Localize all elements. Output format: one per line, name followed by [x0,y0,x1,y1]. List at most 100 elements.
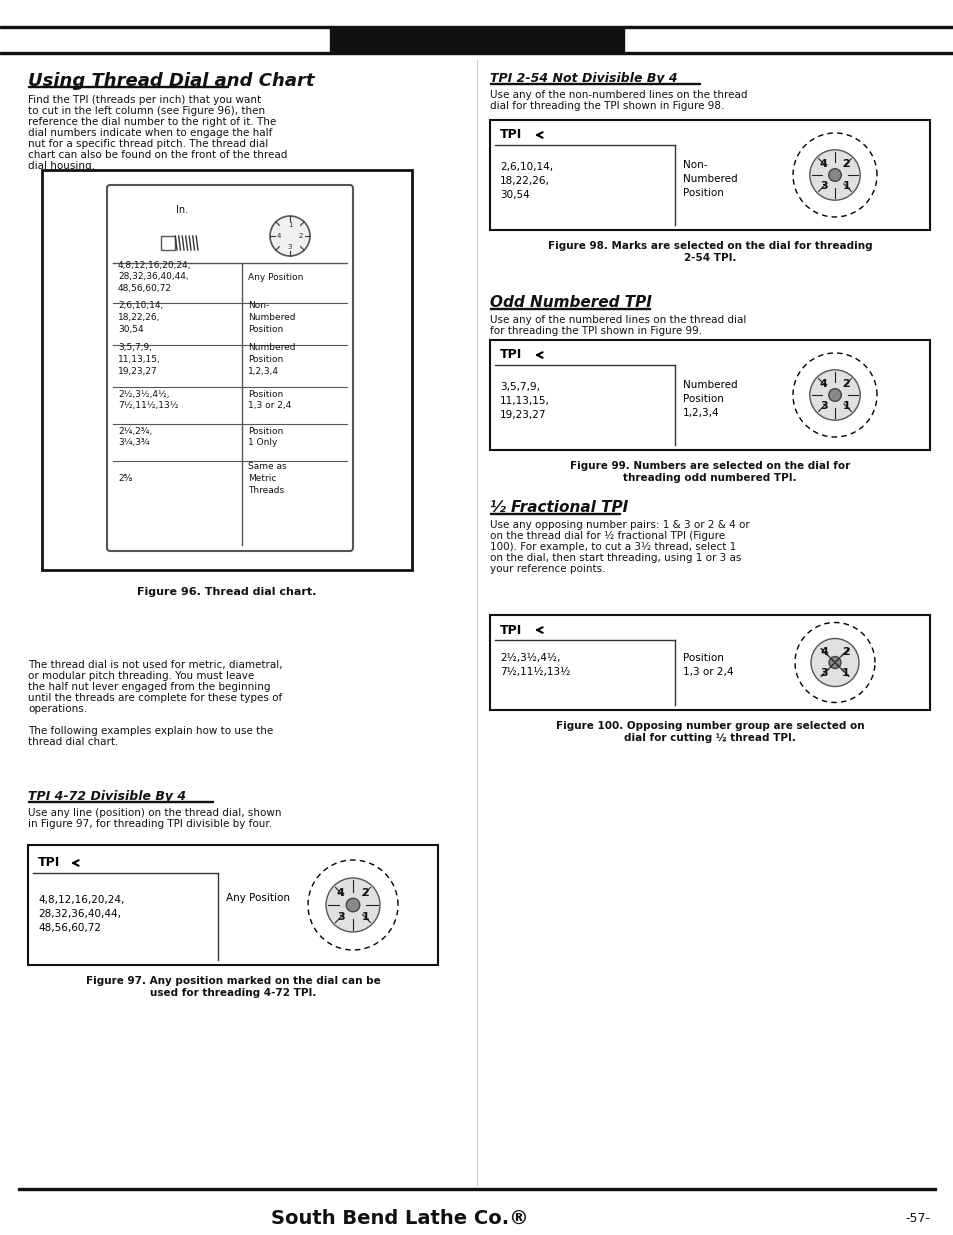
Text: Non-
Numbered
Position: Non- Numbered Position [248,301,295,333]
Bar [18,1188,935,1191]
Text: 4,8,12,16,20,24,
28,32,36,40,44,
48,56,60,72: 4,8,12,16,20,24, 28,32,36,40,44, 48,56,6… [38,895,124,932]
Circle shape [828,657,841,668]
Text: Figure 97. Any position marked on the dial can be
used for threading 4-72 TPI.: Figure 97. Any position marked on the di… [86,976,380,998]
Text: 4: 4 [336,888,344,898]
Bar [490,615,929,710]
Text: 2½,3½,4½,
7½,11½,13½: 2½,3½,4½, 7½,11½,13½ [499,653,570,677]
Text: 1: 1 [841,182,849,191]
Bar [490,340,929,450]
Text: 3: 3 [819,401,826,411]
Bar [490,308,649,309]
Text: 3: 3 [820,668,827,678]
Text: 2,6,10,14,
18,22,26,
30,54: 2,6,10,14, 18,22,26, 30,54 [118,301,163,333]
Text: Non-
Numbered
Position: Non- Numbered Position [682,161,737,198]
Text: Using Thread Dial and Chart: Using Thread Dial and Chart [28,72,314,90]
Text: The following examples explain how to use the: The following examples explain how to us… [28,726,273,736]
Text: Figure 99. Numbers are selected on the dial for
threading odd numbered TPI.: Figure 99. Numbers are selected on the d… [569,461,849,483]
Bar [28,85,228,86]
Text: 4: 4 [820,647,827,657]
FancyBboxPatch shape [107,185,353,551]
Text: ½ Fractional TPI: ½ Fractional TPI [490,500,628,515]
Text: South Bend Lathe Co.®: South Bend Lathe Co.® [271,1209,528,1228]
Text: 2: 2 [298,233,303,240]
Circle shape [809,369,860,420]
Circle shape [270,216,310,256]
Text: Odd Numbered TPI: Odd Numbered TPI [490,295,651,310]
Text: TPI: TPI [38,857,60,869]
Text: 1: 1 [841,668,849,678]
Text: 3: 3 [819,182,826,191]
Text: on the dial, then start threading, using 1 or 3 as: on the dial, then start threading, using… [490,553,740,563]
Text: 3: 3 [288,245,292,249]
Text: TPI: TPI [499,128,521,142]
Text: -57-: -57- [904,1212,929,1224]
Bar [330,28,623,52]
Bar [490,120,929,230]
Text: Same as
Metric
Threads: Same as Metric Threads [248,462,286,495]
Circle shape [346,898,359,911]
Text: on the thread dial for ½ fractional TPI (Figure: on the thread dial for ½ fractional TPI … [490,531,724,541]
Text: 1: 1 [841,401,849,411]
Text: 4,8,12,16,20,24,
28,32,36,40,44,
48,56,60,72: 4,8,12,16,20,24, 28,32,36,40,44, 48,56,6… [118,261,192,293]
Bar [0,28,953,52]
Text: 3: 3 [336,913,344,923]
Text: Figure 100. Opposing number group are selected on
dial for cutting ½ thread TPI.: Figure 100. Opposing number group are se… [555,721,863,742]
Text: Any Position: Any Position [226,893,290,903]
Text: 2,6,10,14,
18,22,26,
30,54: 2,6,10,14, 18,22,26, 30,54 [499,162,553,200]
Text: chart can also be found on the front of the thread: chart can also be found on the front of … [28,149,287,161]
Text: 2: 2 [841,159,849,169]
Text: 2: 2 [841,647,849,657]
Bar [0,26,953,28]
Text: Use any of the numbered lines on the thread dial: Use any of the numbered lines on the thr… [490,315,745,325]
Text: thread dial chart.: thread dial chart. [28,737,118,747]
Text: 2⅝: 2⅝ [118,474,132,483]
Bar [161,236,175,249]
Text: dial housing.: dial housing. [28,161,95,170]
Circle shape [810,638,858,687]
Text: 2: 2 [361,888,369,898]
Text: Position
1 Only: Position 1 Only [248,426,283,447]
Text: TPI: TPI [499,624,521,636]
Text: TPI 2-54 Not Divisible By 4: TPI 2-54 Not Divisible By 4 [490,72,677,85]
Text: 3,5,7,9,
11,13,15,
19,23,27: 3,5,7,9, 11,13,15, 19,23,27 [499,382,549,420]
Circle shape [326,878,379,932]
Text: nut for a specific thread pitch. The thread dial: nut for a specific thread pitch. The thr… [28,140,268,149]
Text: operations.: operations. [28,704,87,714]
Text: Numbered
Position
1,2,3,4: Numbered Position 1,2,3,4 [248,343,295,375]
Text: Use any opposing number pairs: 1 & 3 or 2 & 4 or: Use any opposing number pairs: 1 & 3 or … [490,520,749,530]
Text: 1: 1 [288,222,292,228]
Text: For Machines Mfg. Since 7/09: For Machines Mfg. Since 7/09 [18,35,182,44]
Text: the half nut lever engaged from the beginning: the half nut lever engaged from the begi… [28,682,271,692]
Text: 1: 1 [361,913,369,923]
Circle shape [828,389,841,401]
Text: O P E R A T I O N: O P E R A T I O N [418,32,535,46]
Bar [490,513,619,514]
Text: Use any line (position) on the thread dial, shown: Use any line (position) on the thread di… [28,808,281,818]
Text: 2½,3½,4½,
7½,11½,13½: 2½,3½,4½, 7½,11½,13½ [118,389,178,410]
Text: reference the dial number to the right of it. The: reference the dial number to the right o… [28,117,276,127]
Bar [28,800,213,802]
Text: or modular pitch threading. You must leave: or modular pitch threading. You must lea… [28,671,254,680]
Text: in Figure 97, for threading TPI divisible by four.: in Figure 97, for threading TPI divisibl… [28,819,272,829]
Text: Position
1,3 or 2,4: Position 1,3 or 2,4 [682,653,733,677]
Text: 4: 4 [276,233,281,240]
Circle shape [828,169,841,182]
Text: TPI: TPI [499,348,521,362]
Text: 100). For example, to cut a 3½ thread, select 1: 100). For example, to cut a 3½ thread, s… [490,542,736,552]
Text: Numbered
Position
1,2,3,4: Numbered Position 1,2,3,4 [682,380,737,417]
Text: for threading the TPI shown in Figure 99.: for threading the TPI shown in Figure 99… [490,326,701,336]
Text: Figure 96. Thread dial chart.: Figure 96. Thread dial chart. [137,587,316,597]
Bar [28,845,437,965]
Text: The thread dial is not used for metric, diametral,: The thread dial is not used for metric, … [28,659,282,671]
Text: Use any of the non-numbered lines on the thread: Use any of the non-numbered lines on the… [490,90,747,100]
Circle shape [809,149,860,200]
Text: 2: 2 [841,379,849,389]
Text: Model SB1016/SB1036: Model SB1016/SB1036 [809,35,935,44]
Text: In.: In. [175,205,188,215]
Bar [0,52,953,54]
Text: your reference points.: your reference points. [490,564,605,574]
Bar [490,83,700,84]
Text: 4: 4 [819,379,827,389]
Bar [42,170,412,571]
Text: Figure 98. Marks are selected on the dial for threading
2-54 TPI.: Figure 98. Marks are selected on the dia… [547,241,871,263]
